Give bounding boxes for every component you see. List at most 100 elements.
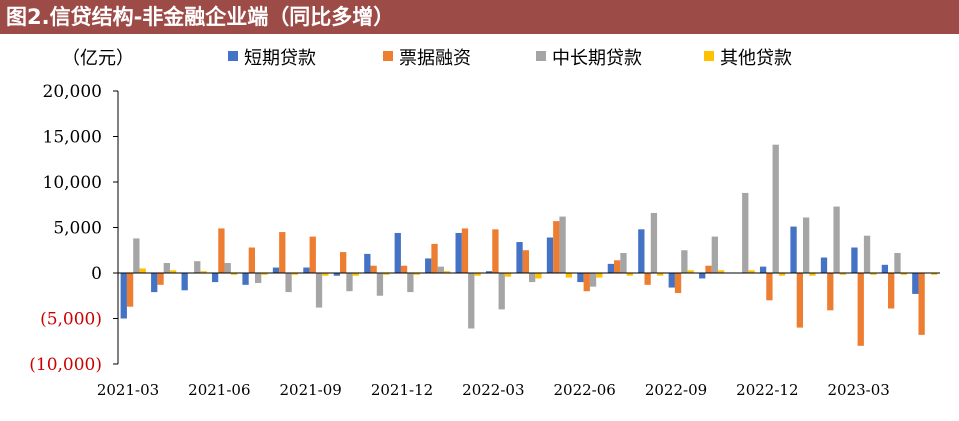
- bar: [912, 273, 919, 294]
- bar: [529, 273, 536, 283]
- bar: [796, 273, 803, 328]
- bar: [620, 252, 627, 273]
- y-tick-label: (10,000): [29, 355, 102, 375]
- bar: [211, 273, 219, 283]
- bar: [498, 273, 505, 310]
- x-tick-label: 2022-06: [553, 381, 615, 399]
- bar: [583, 273, 590, 292]
- bar: [559, 216, 566, 273]
- bar: [291, 273, 299, 275]
- x-tick-label: 2022-12: [736, 381, 798, 399]
- bar: [151, 273, 158, 293]
- bar: [285, 273, 292, 293]
- bar: [553, 221, 560, 273]
- bar: [699, 273, 706, 279]
- bar: [437, 266, 444, 273]
- bar: [407, 273, 414, 293]
- bar: [650, 212, 658, 273]
- bar: [607, 263, 615, 273]
- x-tick-label: 2022-03: [462, 381, 524, 399]
- bar: [589, 273, 597, 287]
- bar: [681, 250, 688, 273]
- bar: [522, 250, 529, 273]
- legend-label-short-term: 短期贷款: [244, 48, 316, 69]
- legend-swatch-short-term: [228, 51, 238, 61]
- bar: [333, 273, 341, 276]
- x-tick-label: 2021-09: [279, 381, 341, 399]
- x-tick-label: 2021-12: [371, 381, 433, 399]
- legend-swatch-other: [704, 51, 714, 61]
- bar: [303, 267, 310, 273]
- legend-swatch-bills: [383, 51, 393, 61]
- bar: [383, 273, 390, 275]
- legend-swatch-medium-long-term: [536, 51, 546, 61]
- bar: [535, 273, 542, 279]
- bar: [504, 273, 512, 277]
- bar: [881, 264, 889, 273]
- bar: [218, 228, 225, 273]
- bar: [425, 258, 432, 273]
- legend-label-medium-long-term: 中长期贷款: [552, 48, 642, 69]
- bar: [315, 273, 323, 308]
- y-unit-label: （亿元）: [62, 48, 134, 69]
- y-tick-label: 15,000: [43, 128, 102, 148]
- bar: [248, 247, 255, 273]
- bar: [687, 270, 694, 273]
- bar: [833, 206, 840, 273]
- bar: [340, 252, 347, 273]
- bar: [443, 271, 451, 273]
- bar: [352, 273, 359, 276]
- x-tick-label: 2022-09: [645, 381, 707, 399]
- title-bar: 图2.信贷结构-非金融企业端（同比多增）: [0, 0, 959, 34]
- bar: [839, 273, 847, 275]
- bar: [224, 262, 231, 273]
- bar: [133, 238, 140, 273]
- bar: [516, 242, 523, 273]
- bar: [900, 273, 907, 275]
- bar: [577, 273, 584, 283]
- bar: [820, 257, 828, 273]
- bar: [894, 252, 901, 273]
- bar: [888, 273, 895, 309]
- legend-label-other: 其他贷款: [720, 48, 792, 69]
- bar: [364, 253, 371, 273]
- bar: [565, 273, 573, 278]
- bar: [766, 273, 773, 301]
- bar: [931, 273, 938, 275]
- bar: [370, 265, 377, 273]
- bar: [230, 273, 238, 275]
- bar: [657, 273, 664, 276]
- bar: [790, 226, 797, 273]
- bar: [827, 273, 834, 311]
- bar: [778, 273, 786, 276]
- y-tick-label: 5,000: [53, 219, 102, 239]
- bar: [242, 273, 249, 285]
- bar: [322, 273, 329, 276]
- bar: [279, 232, 286, 273]
- bar: [200, 271, 207, 273]
- bar: [455, 232, 462, 273]
- x-tick-label: 2021-03: [97, 381, 159, 399]
- y-tick-label: (5,000): [40, 310, 102, 330]
- bar: [394, 232, 401, 273]
- bar: [863, 235, 871, 273]
- bar: [626, 273, 633, 276]
- bar: [309, 236, 316, 273]
- bar: [772, 144, 779, 273]
- bar: [431, 243, 438, 273]
- bar: [181, 273, 188, 291]
- bar: [803, 217, 810, 273]
- bar: [870, 273, 877, 275]
- bar: [809, 273, 816, 276]
- bar: [492, 229, 499, 273]
- bar: [711, 236, 718, 273]
- bar: [638, 229, 645, 273]
- bar: [759, 266, 767, 273]
- bar: [485, 271, 493, 273]
- chart-title: 图2.信贷结构-非金融企业端（同比多增）: [6, 5, 395, 29]
- bar: [157, 273, 164, 285]
- bar: [255, 273, 262, 284]
- bar: [194, 261, 201, 273]
- bar: [261, 273, 268, 275]
